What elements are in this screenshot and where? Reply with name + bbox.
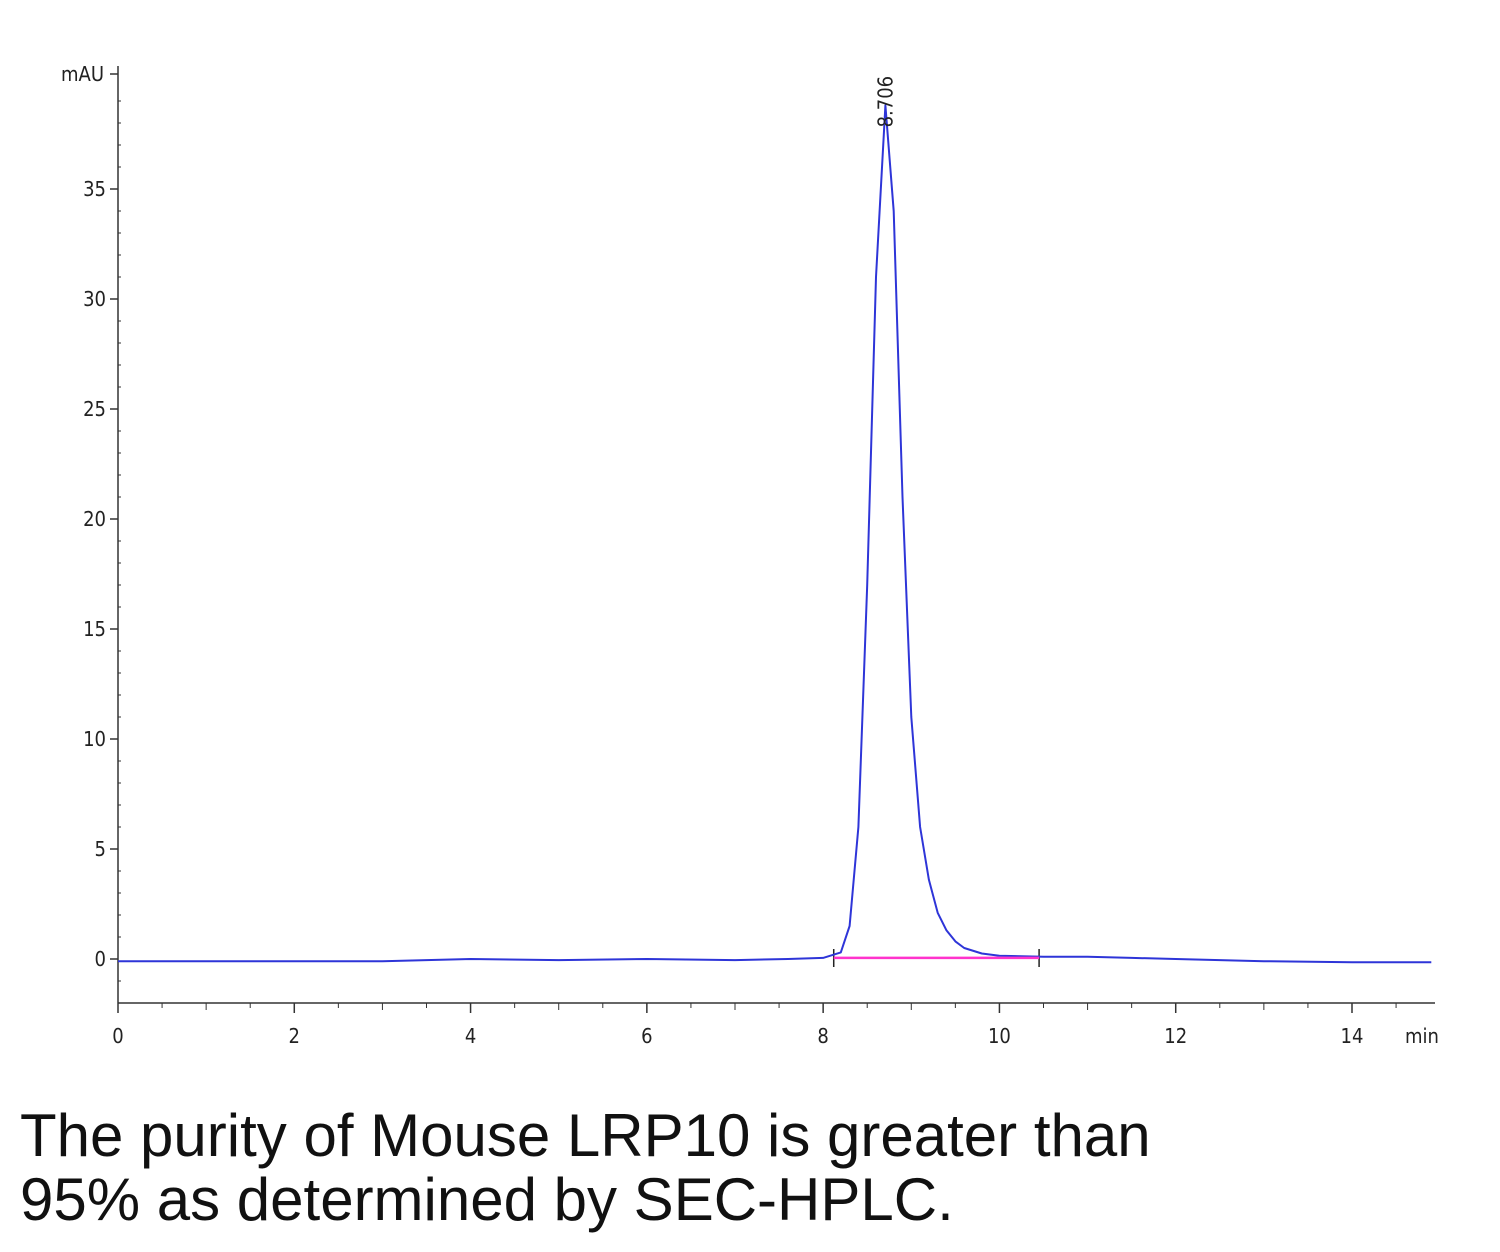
- chromatogram-trace: [118, 104, 1432, 964]
- x-tick-label: 10: [988, 1024, 1011, 1048]
- x-tick-label: 12: [1164, 1024, 1187, 1048]
- y-tick-label: 30: [83, 287, 106, 311]
- x-tick-label: 8: [817, 1024, 828, 1048]
- x-tick-label: 2: [289, 1024, 300, 1048]
- y-tick-label: 20: [83, 507, 106, 531]
- y-tick-label: 15: [83, 617, 106, 641]
- chromatogram-chart: 0 5 10 15 20 25 30 35 mAU 0 2 4 6 8 10 12 14 min 8.706: [61, 62, 1439, 1048]
- x-axis-label: min: [1405, 1024, 1439, 1048]
- y-tick-label: 10: [83, 727, 106, 751]
- x-tick-label: 6: [641, 1024, 652, 1048]
- chromatogram-svg: 0 5 10 15 20 25 30 35 mAU 0 2 4 6 8 10 12 14 min 8.706: [61, 62, 1439, 1048]
- y-axis-label: mAU: [61, 62, 104, 86]
- y-tick-label: 0: [95, 947, 106, 971]
- x-tick-label: 14: [1341, 1024, 1364, 1048]
- x-tick-label: 4: [465, 1024, 476, 1048]
- y-tick-label: 5: [95, 837, 106, 861]
- y-tick-label: 35: [83, 177, 106, 201]
- figure-caption: The purity of Mouse LRP10 is greater tha…: [20, 1104, 1420, 1232]
- y-tick-label: 25: [83, 397, 106, 421]
- x-tick-label: 0: [112, 1024, 123, 1048]
- peak-label: 8.706: [873, 76, 897, 128]
- caption-line-2: 95% as determined by SEC-HPLC.: [20, 1166, 954, 1233]
- caption-line-1: The purity of Mouse LRP10 is greater tha…: [20, 1102, 1151, 1169]
